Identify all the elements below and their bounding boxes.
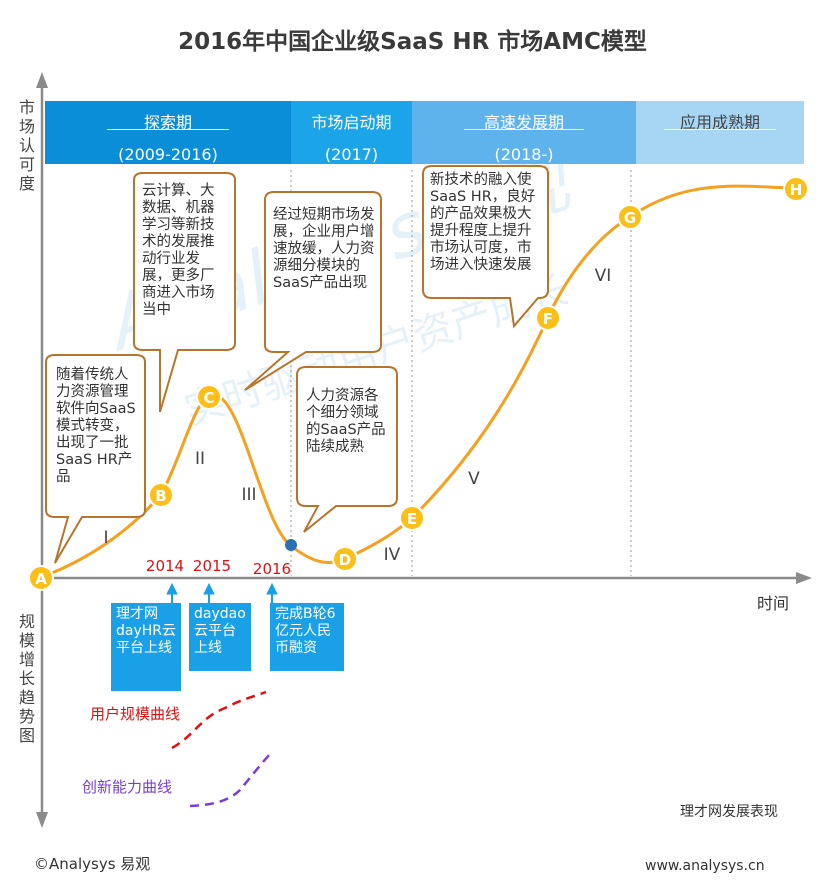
bubble-3-text: 经过短期市场发展，企业用户增速放缓，人力资源细分模块的SaaS产品出现: [273, 207, 375, 291]
bubble-2-shape: [133, 172, 236, 413]
bubble-5-text: 新技术的融入使SaaS HR，良好的产品效果极大提升程度上提升市场认可度，市场进…: [430, 172, 536, 273]
legend-user-scale: 用户规模曲线: [90, 705, 181, 723]
point-g-marker: [617, 204, 643, 230]
year-2016-label: 2016: [253, 560, 291, 578]
point-e-label: E: [407, 510, 417, 528]
innovation-curve: [189, 753, 271, 808]
bubble-1-shape: [45, 354, 146, 564]
copyright: ©Analysys 易观: [34, 855, 151, 873]
bubble-4-shape: [296, 366, 398, 533]
point-b-marker: [148, 482, 174, 508]
bubble-4-text: 人力资源各个细分领域的SaaS产品陆续成熟: [306, 388, 386, 455]
event-box-2015: daydao云平台上线: [189, 603, 251, 671]
phase-startup: 市场启动期 (2017): [291, 101, 412, 164]
y-axis-bottom-label: 规模增长趋势图: [18, 612, 35, 745]
phase-exploration: 探索期 (2009-2016): [45, 101, 291, 164]
phase-exploration-years: (2009-2016): [118, 145, 218, 164]
point-h-label: H: [790, 181, 803, 199]
point-c-label: C: [203, 389, 214, 407]
point-d-label: D: [339, 551, 351, 569]
stage-i-label: I: [103, 528, 108, 548]
stage-iii-label: III: [241, 485, 256, 505]
curve-marker-dot: [285, 539, 297, 551]
point-c-marker: [196, 384, 222, 410]
event-arrows: [166, 582, 278, 603]
phase-growth: 高速发展期 (2018-): [412, 101, 636, 164]
event-box-2014: 理才网dayHR云平台上线: [111, 603, 181, 691]
point-h-marker: [783, 176, 809, 202]
legend-innovation: 创新能力曲线: [82, 778, 173, 796]
bubble-1-text: 随着传统人力资源管理软件向SaaS模式转变，出现了一批SaaS HR产品: [56, 367, 136, 485]
point-b-label: B: [155, 487, 166, 505]
y-axis-arrow-bottom: [36, 812, 48, 828]
point-e-marker: [399, 505, 425, 531]
point-d-marker: [332, 546, 358, 572]
year-labels: 2014 2015 2016: [146, 557, 291, 578]
point-g-label: G: [624, 209, 636, 227]
phase-growth-name: 高速发展期: [483, 113, 564, 132]
phase-startup-name: 市场启动期: [311, 113, 392, 132]
stage-ii-label: II: [195, 449, 205, 469]
stage-v-label: V: [468, 469, 480, 489]
phase-exploration-underline: [107, 129, 229, 130]
point-a-label: A: [35, 570, 47, 588]
stage-iv-label: IV: [384, 545, 401, 565]
y-axis-arrow-top: [36, 72, 48, 88]
point-f-marker: [535, 305, 561, 331]
point-f-label: F: [543, 310, 553, 328]
phase-growth-underline: [464, 129, 584, 130]
year-2015-label: 2015: [193, 557, 231, 575]
stage-labels: I II III IV V VI: [103, 266, 611, 565]
y-axis-top-label: 市场认可度: [18, 98, 35, 193]
source-url: www.analysys.cn: [645, 858, 765, 874]
bubble-5-shape: [422, 165, 549, 329]
phase-startup-years: (2017): [324, 145, 379, 164]
x-axis-arrow: [796, 572, 812, 584]
phase-maturity-name: 应用成熟期: [679, 113, 760, 132]
phase-growth-years: (2018-): [494, 145, 554, 164]
point-a-marker: [28, 565, 54, 591]
x-axis-label: 时间: [757, 594, 789, 613]
curve-points: A B C D E F G H: [28, 176, 809, 591]
event-box-2016: 完成B轮6亿元人民币融资: [270, 603, 344, 671]
phase-maturity: 应用成熟期: [636, 101, 804, 164]
phase-exploration-name: 探索期: [143, 113, 192, 132]
user-scale-curve: [171, 690, 267, 750]
year-2014-label: 2014: [146, 557, 184, 575]
phase-maturity-underline: [664, 129, 776, 130]
figure-title: 2016年中国企业级SaaS HR 市场AMC模型: [178, 29, 647, 55]
stage-vi-label: VI: [595, 266, 612, 286]
note-label: 理才网发展表现: [680, 804, 778, 820]
bubble-3-shape: [244, 191, 382, 391]
bubble-2-text: 云计算、大数据、机器学习等新技术的发展推动行业发展，更多厂商进入市场当中: [142, 183, 215, 318]
